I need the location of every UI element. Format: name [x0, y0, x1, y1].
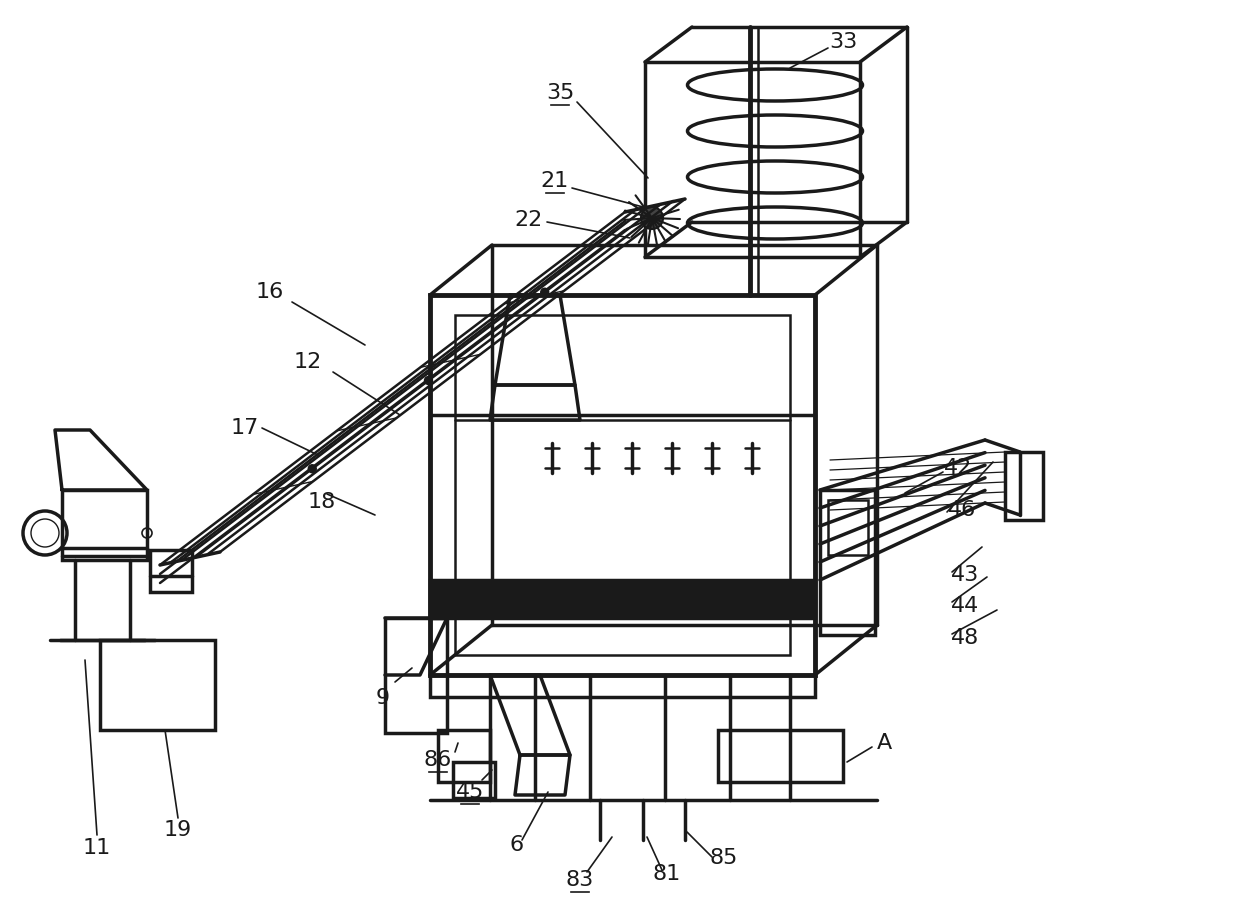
Text: 44: 44	[951, 596, 980, 616]
Text: 9: 9	[376, 688, 391, 708]
Text: 18: 18	[308, 492, 336, 512]
Bar	[62, 490, 148, 560]
Bar	[384, 618, 446, 733]
Bar	[150, 550, 192, 592]
Text: 33: 33	[828, 32, 857, 52]
Text: 16: 16	[255, 282, 284, 302]
Text: 46: 46	[947, 500, 976, 520]
Bar	[438, 730, 490, 782]
Text: 83: 83	[565, 870, 594, 890]
Text: 22: 22	[513, 210, 542, 230]
Bar	[645, 62, 861, 257]
Text: 43: 43	[951, 565, 980, 585]
Text: 42: 42	[944, 458, 972, 478]
Circle shape	[541, 288, 549, 296]
Text: 11: 11	[83, 838, 112, 858]
Text: 85: 85	[709, 848, 738, 868]
Text: 86: 86	[424, 750, 453, 770]
Bar	[430, 580, 815, 618]
Bar	[1004, 452, 1043, 520]
Bar	[718, 730, 843, 782]
Bar	[455, 315, 790, 655]
Bar	[430, 295, 815, 675]
Text: 35: 35	[546, 83, 574, 103]
Text: 21: 21	[541, 171, 569, 191]
Bar	[828, 500, 868, 555]
Text: 81: 81	[653, 864, 681, 884]
Circle shape	[424, 376, 433, 384]
Text: 17: 17	[231, 418, 259, 438]
Text: 45: 45	[456, 782, 484, 802]
Bar	[430, 675, 815, 697]
Text: A: A	[877, 733, 892, 753]
Text: 48: 48	[951, 628, 980, 648]
Bar	[453, 762, 495, 798]
Text: 6: 6	[510, 835, 525, 855]
Circle shape	[641, 207, 663, 229]
Text: 12: 12	[294, 352, 322, 372]
Bar	[820, 490, 875, 635]
Bar	[100, 640, 215, 730]
Text: 19: 19	[164, 820, 192, 840]
Circle shape	[309, 464, 316, 473]
